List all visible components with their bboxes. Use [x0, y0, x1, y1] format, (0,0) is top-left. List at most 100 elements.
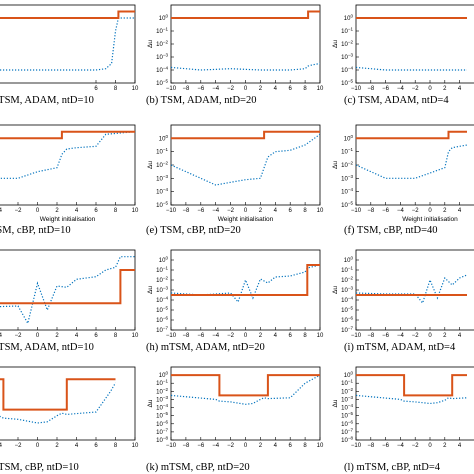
- x-tick-label: −10: [166, 208, 177, 214]
- x-tick-label: −10: [351, 208, 362, 214]
- y-tick-label: 10−4: [156, 187, 168, 196]
- y-tick-label: 10−5: [341, 201, 353, 210]
- y-tick-label: 10−2: [156, 276, 168, 285]
- solid-series-line: [356, 374, 467, 397]
- y-tick-label: 10−3: [156, 174, 168, 183]
- y-tick-exponent: −3: [163, 174, 169, 179]
- x-tick-label: −10: [351, 86, 362, 92]
- x-tick-label: −8: [182, 86, 190, 92]
- y-tick-exponent: −4: [348, 187, 354, 192]
- x-tick-label: 8: [303, 86, 307, 92]
- y-tick-label: 10−2: [156, 387, 168, 396]
- y-tick-exponent: −5: [163, 79, 169, 84]
- y-tick-exponent: −3: [348, 395, 354, 400]
- y-tick-label: 10−3: [341, 174, 353, 183]
- y-tick-label: 10−7: [156, 326, 168, 335]
- x-tick-label: 8: [114, 208, 118, 214]
- axes-box: [0, 4, 136, 84]
- x-tick-label: 10: [132, 86, 139, 92]
- y-tick-label: 10−8: [341, 436, 353, 445]
- solid-series-line: [0, 130, 135, 140]
- y-tick-exponent: −7: [348, 427, 354, 432]
- y-tick-label: 10−3: [341, 53, 353, 62]
- x-tick-label: −2: [412, 443, 420, 449]
- y-tick-label: 10−1: [156, 27, 168, 36]
- x-tick-label: 2: [443, 208, 447, 214]
- y-tick-label: 10−3: [341, 286, 353, 295]
- y-axis-label: Δu: [332, 40, 339, 48]
- panel-caption: (e) TSM, cBP, ntD=20: [146, 225, 241, 236]
- x-tick-label: 10: [317, 86, 324, 92]
- x-tick-label: 6: [94, 333, 98, 339]
- dotted-series-line: [356, 394, 468, 405]
- x-tick-label: 10: [317, 208, 324, 214]
- y-tick-exponent: −2: [348, 387, 354, 392]
- y-tick-label: 10−1: [341, 147, 353, 156]
- x-tick-label: 0: [428, 333, 432, 339]
- panel-caption: TSM, cBP, ntD=10: [0, 225, 71, 236]
- x-tick-label: 4: [274, 86, 278, 92]
- panel-caption: (f) TSM, cBP, ntD=40: [344, 225, 438, 236]
- x-tick-label: −6: [197, 86, 205, 92]
- series-group: [171, 130, 320, 186]
- y-tick-label: 10−2: [341, 276, 353, 285]
- y-tick-exponent: −5: [163, 201, 169, 206]
- y-axis-label: Δu: [147, 399, 154, 407]
- y-tick-label: 10−6: [341, 316, 353, 325]
- x-tick-label: −6: [382, 208, 390, 214]
- x-tick-label: 4: [458, 86, 462, 92]
- y-axis-label: Δu: [147, 40, 154, 48]
- x-tick-label: −2: [412, 333, 420, 339]
- x-tick-label: 2: [443, 443, 447, 449]
- x-tick-label: 6: [289, 86, 293, 92]
- x-tick-label: −4: [0, 443, 3, 449]
- y-tick-exponent: −6: [348, 419, 354, 424]
- dotted-series-line: [171, 62, 320, 71]
- x-tick-label: −4: [212, 333, 220, 339]
- x-tick-label: 6: [289, 333, 293, 339]
- x-tick-label: 8: [114, 86, 118, 92]
- y-tick-label: 10−4: [156, 66, 168, 75]
- y-tick-label: 10−4: [341, 187, 353, 196]
- x-tick-label: −6: [197, 333, 205, 339]
- y-tick-exponent: −3: [163, 53, 169, 58]
- x-tick-label: 4: [75, 333, 79, 339]
- x-tick-label: 2: [259, 86, 263, 92]
- solid-series-line: [171, 10, 320, 19]
- y-tick-exponent: −3: [348, 53, 354, 58]
- x-tick-label: −2: [227, 86, 235, 92]
- series-group: [356, 274, 468, 305]
- y-tick-exponent: −4: [348, 296, 354, 301]
- dotted-series-line: [356, 274, 468, 305]
- y-tick-label: 10−1: [156, 379, 168, 388]
- dotted-series-line: [0, 382, 117, 424]
- y-tick-label: 10−6: [156, 419, 168, 428]
- series-group: [0, 256, 135, 325]
- x-tick-label: 10: [132, 443, 139, 449]
- x-tick-label: 10: [132, 208, 139, 214]
- solid-series-line: [0, 378, 116, 411]
- y-axis-label: Δu: [332, 286, 339, 294]
- x-tick-label: 2: [259, 208, 263, 214]
- y-tick-exponent: −4: [348, 66, 354, 71]
- y-tick-exponent: 0: [350, 256, 353, 261]
- axes-box: [170, 4, 321, 84]
- y-tick-exponent: 0: [165, 256, 168, 261]
- panel-caption: (c) TSM, ADAM, ntD=4: [344, 95, 449, 106]
- x-tick-label: −4: [0, 208, 3, 214]
- series-group: [0, 130, 135, 179]
- chart-panel-11: 10010−110−210−310−410−510−610−710−8Δu−10…: [332, 366, 474, 473]
- x-tick-label: −4: [397, 333, 405, 339]
- y-tick-exponent: −5: [163, 306, 169, 311]
- panel-caption: (k) mTSM, cBP, ntD=20: [146, 462, 250, 473]
- dotted-series-line: [171, 374, 320, 405]
- y-tick-label: 10−2: [156, 40, 168, 49]
- x-tick-label: −2: [227, 208, 235, 214]
- y-tick-label: 10−4: [156, 403, 168, 412]
- y-tick-exponent: 0: [165, 371, 168, 376]
